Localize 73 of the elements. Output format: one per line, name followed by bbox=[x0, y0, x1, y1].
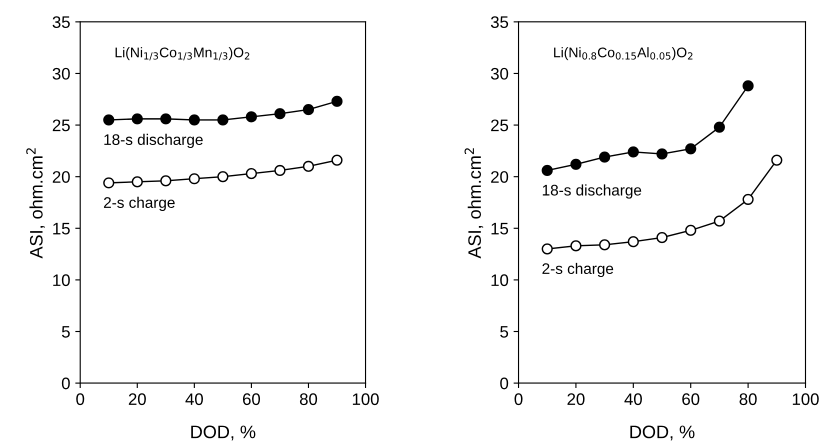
y-tick-label: 10 bbox=[53, 274, 70, 286]
x-tick-label: 80 bbox=[300, 393, 318, 406]
annotation: Li(Ni$_{0.8}$Co$_{0.15}$Al$_{0.05}$)O$_{2}$ bbox=[554, 47, 692, 60]
x-tick-label: 20 bbox=[567, 393, 585, 406]
x-tick-label: 0 bbox=[76, 393, 84, 406]
y-tick-label: 20 bbox=[491, 171, 508, 183]
point bbox=[246, 168, 257, 180]
point bbox=[542, 164, 553, 176]
x-tick-label: 80 bbox=[740, 393, 757, 406]
point bbox=[103, 177, 114, 188]
point bbox=[331, 154, 343, 166]
point bbox=[160, 175, 172, 186]
point bbox=[771, 154, 782, 166]
series-label: 18-s discharge bbox=[542, 184, 642, 199]
y-axis-title: ASI, ohm.cm$^{2}$ bbox=[26, 148, 45, 259]
annotation: Li(Ni$_{1/3}$Co$_{1/3}$Mn$_{1/3}$)O$_{2}$ bbox=[116, 47, 250, 60]
point bbox=[656, 148, 668, 160]
point bbox=[188, 114, 200, 126]
y-tick-label: 25 bbox=[491, 119, 508, 132]
point bbox=[302, 104, 314, 116]
y-tick-label: 35 bbox=[52, 16, 70, 28]
point bbox=[656, 232, 668, 244]
point bbox=[132, 113, 143, 124]
point bbox=[302, 160, 314, 172]
point bbox=[542, 243, 553, 254]
point bbox=[742, 80, 754, 92]
point bbox=[274, 108, 286, 120]
y-tick-label: 10 bbox=[492, 274, 508, 286]
y-tick-label: 20 bbox=[52, 171, 70, 183]
y-tick-label: 5 bbox=[62, 326, 70, 338]
series-label: 2-s charge bbox=[104, 196, 175, 212]
x-tick-label: 60 bbox=[682, 393, 700, 406]
point bbox=[570, 158, 582, 170]
y-tick-label: 15 bbox=[492, 222, 508, 234]
y-tick-label: 0 bbox=[62, 378, 70, 390]
x-tick-label: 20 bbox=[128, 393, 146, 406]
point bbox=[331, 96, 343, 107]
x-axis-title: DOD, % bbox=[630, 426, 694, 440]
point bbox=[188, 173, 200, 184]
point bbox=[160, 113, 172, 124]
series-label: 18-s discharge bbox=[104, 134, 203, 148]
y-tick-label: 15 bbox=[53, 222, 70, 234]
y-tick-label: 35 bbox=[490, 16, 508, 28]
point bbox=[570, 240, 582, 252]
point bbox=[628, 236, 639, 248]
point bbox=[103, 114, 114, 126]
point bbox=[217, 171, 228, 182]
point bbox=[599, 152, 610, 163]
y-tick-label: 30 bbox=[490, 68, 508, 80]
x-tick-label: 60 bbox=[242, 393, 260, 406]
point bbox=[685, 224, 696, 236]
point bbox=[742, 194, 754, 205]
x-tick-label: 100 bbox=[792, 393, 819, 406]
y-axis-title: ASI, ohm.cm$^{2}$ bbox=[464, 148, 484, 259]
point bbox=[599, 239, 610, 250]
x-axis-title: DOD, % bbox=[191, 426, 256, 440]
point bbox=[246, 111, 257, 122]
series-label: 2-s charge bbox=[542, 262, 614, 278]
point bbox=[628, 146, 639, 158]
x-tick-label: 40 bbox=[624, 393, 642, 406]
point bbox=[685, 143, 696, 154]
point bbox=[714, 122, 725, 133]
point bbox=[274, 164, 286, 176]
y-tick-label: 30 bbox=[52, 68, 70, 80]
x-tick-label: 100 bbox=[352, 393, 379, 406]
point bbox=[714, 216, 725, 227]
point bbox=[217, 114, 228, 126]
y-tick-label: 5 bbox=[500, 326, 508, 338]
x-tick-label: 40 bbox=[185, 393, 203, 406]
point bbox=[132, 176, 143, 188]
x-tick-label: 0 bbox=[514, 393, 523, 406]
y-tick-label: 0 bbox=[500, 378, 508, 390]
y-tick-label: 25 bbox=[52, 119, 70, 132]
